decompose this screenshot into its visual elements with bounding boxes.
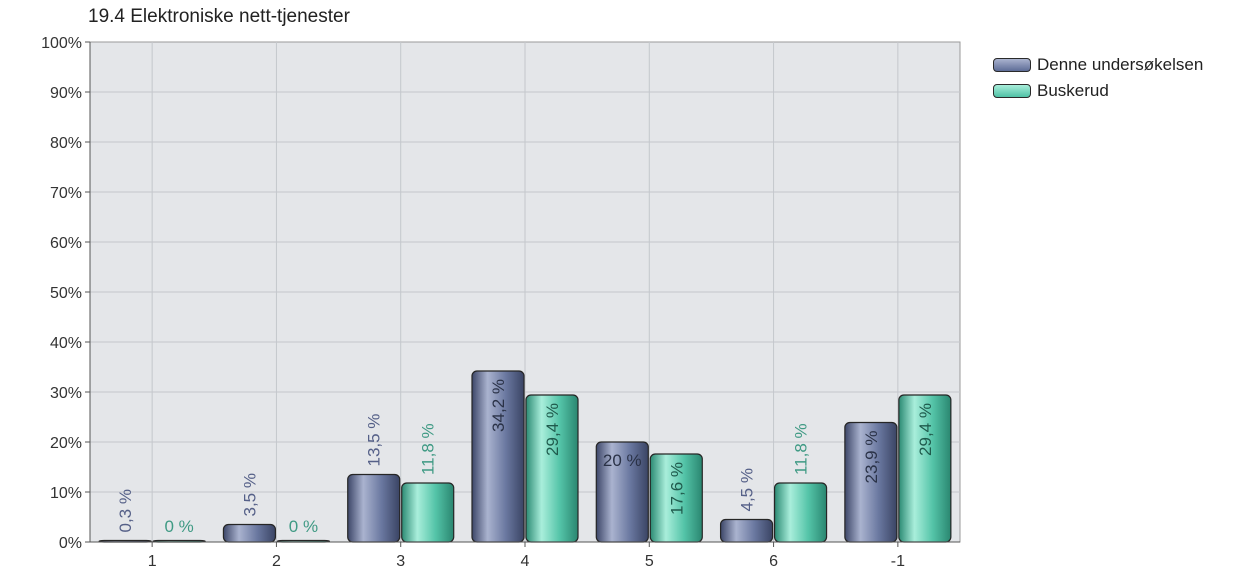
- legend-swatch-series-2: [993, 84, 1031, 98]
- data-label: 29,4 %: [916, 403, 935, 456]
- y-tick-label: 70%: [50, 185, 82, 202]
- y-tick-label: 50%: [50, 285, 82, 302]
- data-label: 0 %: [164, 517, 193, 536]
- x-tick-label: 3: [396, 553, 405, 570]
- data-label: 13,5 %: [365, 414, 384, 467]
- data-label: 23,9 %: [862, 431, 881, 484]
- y-tick-label: 10%: [50, 485, 82, 502]
- legend: Denne undersøkelsen Buskerud: [993, 54, 1203, 106]
- data-label: 29,4 %: [543, 403, 562, 456]
- y-tick-label: 30%: [50, 385, 82, 402]
- bar: [773, 482, 828, 543]
- y-tick-label: 90%: [50, 85, 82, 102]
- bar: [719, 518, 774, 543]
- legend-swatch-series-1: [993, 58, 1031, 72]
- data-label: 4,5 %: [738, 468, 757, 511]
- data-label: 3,5 %: [240, 473, 259, 516]
- data-label: 0,3 %: [116, 489, 135, 532]
- data-label: 11,8 %: [792, 423, 811, 475]
- x-tick-label: 6: [769, 553, 778, 570]
- y-tick-label: 20%: [50, 435, 82, 452]
- y-tick-label: 0%: [59, 535, 82, 552]
- legend-item-series-2: Buskerud: [993, 80, 1203, 102]
- bar: [347, 473, 401, 543]
- data-label: 34,2 %: [489, 379, 508, 432]
- x-tick-label: 1: [148, 553, 157, 570]
- legend-label-series-2: Buskerud: [1037, 81, 1109, 100]
- x-tick-label: 4: [521, 553, 530, 570]
- x-tick-label: 5: [645, 553, 654, 570]
- y-tick-label: 80%: [50, 135, 82, 152]
- x-tick-label: 2: [272, 553, 281, 570]
- bar: [222, 523, 277, 543]
- chart-title: 19.4 Elektroniske nett-tjenester: [88, 6, 350, 27]
- legend-item-series-1: Denne undersøkelsen: [993, 54, 1203, 76]
- y-tick-label: 100%: [41, 35, 82, 52]
- data-label: 0 %: [289, 517, 318, 536]
- y-tick-label: 40%: [50, 335, 82, 352]
- data-label: 20 %: [603, 451, 642, 470]
- legend-label-series-1: Denne undersøkelsen: [1037, 55, 1204, 74]
- x-tick-label: -1: [891, 553, 905, 570]
- data-label: 11,8 %: [419, 423, 438, 475]
- bar: [401, 482, 455, 543]
- data-label: 17,6 %: [667, 462, 686, 515]
- y-tick-label: 60%: [50, 235, 82, 252]
